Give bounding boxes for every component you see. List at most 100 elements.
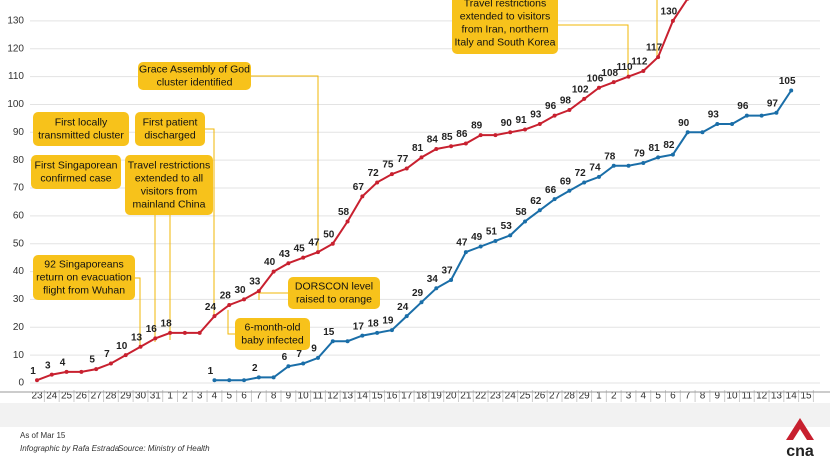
y-tick-label: 100 [7,99,24,110]
annotation-text: Travel restrictions [464,0,546,9]
note: As of Mar 15 [20,431,66,440]
x-tick-label: 4 [641,391,647,402]
x-tick-label: 26 [534,391,546,402]
data-label: 49 [471,232,483,243]
connector [205,128,215,318]
data-point [567,188,572,193]
data-label: 6 [282,352,288,363]
x-tick-label: 8 [271,391,277,402]
y-tick-label: 130 [7,16,24,27]
data-label: 2 [252,363,258,374]
x-tick-label: 4 [212,391,218,402]
data-label: 47 [308,238,320,249]
data-label: 130 [661,7,678,18]
x-tick-label: 22 [475,391,487,402]
data-label: 18 [161,319,173,330]
x-tick-label: 20 [446,391,458,402]
annotation-box [235,318,310,350]
data-point [330,241,335,246]
data-point [419,300,424,305]
data-point [715,121,720,126]
x-tick-label: 3 [197,391,203,402]
data-label: 106 [587,73,604,84]
connector [227,310,235,335]
data-point [345,219,350,224]
data-point [138,344,143,349]
annotation-text: First Singaporean [35,159,118,171]
data-label: 17 [353,321,365,332]
annotation-text: 6-month-old [244,321,300,333]
x-tick-label: 18 [416,391,428,402]
data-point [582,180,587,185]
x-tick-label: 29 [120,391,132,402]
data-point [271,269,276,274]
data-point [596,85,601,90]
x-tick-label: 21 [460,391,472,402]
data-point [419,155,424,160]
annotation-text: 92 Singaporeans [44,258,123,270]
data-label: 24 [205,302,217,313]
data-point [463,250,468,255]
connector [135,277,141,348]
data-point [168,330,173,335]
connector [558,24,629,76]
data-label: 66 [545,185,557,196]
data-label: 81 [649,143,661,154]
x-tick-label: 7 [685,391,691,402]
data-label: 89 [471,121,483,132]
y-tick-label: 90 [13,127,25,138]
data-point [626,74,631,79]
x-tick-label: 3 [626,391,632,402]
annotation-text: confirmed case [40,172,111,184]
x-tick-label: 10 [298,391,310,402]
x-tick-label: 24 [505,391,517,402]
x-tick-label: 5 [655,391,661,402]
x-tick-label: 27 [549,391,561,402]
x-tick-label: 15 [800,391,812,402]
y-tick-label: 20 [13,322,25,333]
data-label: 58 [338,207,350,218]
data-point [271,375,276,380]
data-point [478,133,483,138]
data-label: 1 [30,366,36,377]
x-tick-label: 24 [46,391,58,402]
data-point [345,339,350,344]
data-label: 29 [412,288,424,299]
data-point [227,303,232,308]
data-point [434,147,439,152]
annotation-text: baby infected [241,334,304,346]
month-band [0,403,830,427]
data-point [242,378,247,383]
data-label: 77 [397,154,409,165]
data-point [552,113,557,118]
series-line [214,89,793,382]
data-point [360,194,365,199]
data-point [375,180,380,185]
data-label: 18 [368,319,380,330]
data-label: 84 [427,135,439,146]
x-tick-label: 1 [596,391,602,402]
annotation-box [31,155,121,189]
data-label: 74 [589,163,601,174]
y-tick-label: 110 [8,71,24,82]
data-point [256,289,261,294]
data-point [567,108,572,113]
x-tick-label: 2 [182,391,188,402]
x-tick-label: 23 [31,391,43,402]
data-label: 72 [575,168,587,179]
annotation-box [33,255,135,300]
x-tick-label: 29 [579,391,591,402]
data-label: 96 [737,101,749,112]
x-tick-label: 17 [401,391,413,402]
annotation-text: return on evacuation [36,271,132,283]
annotation-text: DORSCON level [295,280,373,292]
annotation-box [138,62,251,90]
data-point [730,121,735,126]
data-point [286,261,291,266]
data-point [389,172,394,177]
annotation-text: raised to orange [296,293,372,305]
data-point [463,141,468,146]
data-label: 97 [767,98,779,109]
x-tick-label: 2 [611,391,617,402]
